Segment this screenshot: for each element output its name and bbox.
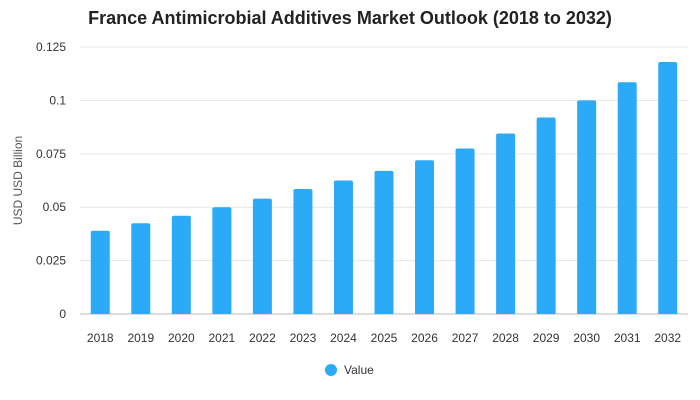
x-tick-label: 2025 xyxy=(371,331,398,345)
x-tick-label: 2023 xyxy=(290,331,317,345)
x-tick-label: 2020 xyxy=(168,331,195,345)
y-tick-label: 0.075 xyxy=(36,147,66,161)
x-tick-label: 2028 xyxy=(492,331,519,345)
y-tick-label: 0.125 xyxy=(36,40,66,54)
bar-2020[interactable] xyxy=(171,215,191,314)
bar-2023[interactable] xyxy=(293,189,313,314)
bar-2031[interactable] xyxy=(617,82,637,314)
x-tick-label: 2021 xyxy=(209,331,236,345)
x-tick-label: 2029 xyxy=(533,331,560,345)
y-tick-label: 0.05 xyxy=(43,200,67,214)
bar-2030[interactable] xyxy=(577,100,597,315)
x-tick-label: 2032 xyxy=(654,331,681,345)
x-tick-label: 2027 xyxy=(452,331,479,345)
x-tick-label: 2022 xyxy=(249,331,276,345)
bar-2026[interactable] xyxy=(415,160,435,314)
bar-2028[interactable] xyxy=(496,133,516,314)
x-tick-label: 2018 xyxy=(87,331,114,345)
legend-marker-icon xyxy=(325,364,337,376)
x-tick-label: 2031 xyxy=(614,331,641,345)
y-axis-title: USD USD Billion xyxy=(11,136,25,225)
bar-2025[interactable] xyxy=(374,170,394,314)
x-tick-label: 2019 xyxy=(127,331,154,345)
x-tick-label: 2024 xyxy=(330,331,357,345)
legend-label: Value xyxy=(344,363,374,377)
bar-2024[interactable] xyxy=(333,180,353,315)
y-tick-label: 0.025 xyxy=(36,254,66,268)
y-tick-label: 0 xyxy=(59,307,66,321)
bar-2027[interactable] xyxy=(455,148,475,314)
bar-2029[interactable] xyxy=(536,117,556,314)
chart-title: France Antimicrobial Additives Market Ou… xyxy=(88,8,612,28)
y-tick-label: 0.1 xyxy=(49,93,66,107)
bar-2032[interactable] xyxy=(658,61,678,315)
bar-2019[interactable] xyxy=(131,223,151,314)
legend[interactable]: Value xyxy=(325,363,374,377)
bar-2018[interactable] xyxy=(90,230,110,314)
bar-2021[interactable] xyxy=(212,207,232,314)
x-tick-label: 2030 xyxy=(573,331,600,345)
bar-2022[interactable] xyxy=(252,198,272,314)
x-tick-label: 2026 xyxy=(411,331,438,345)
